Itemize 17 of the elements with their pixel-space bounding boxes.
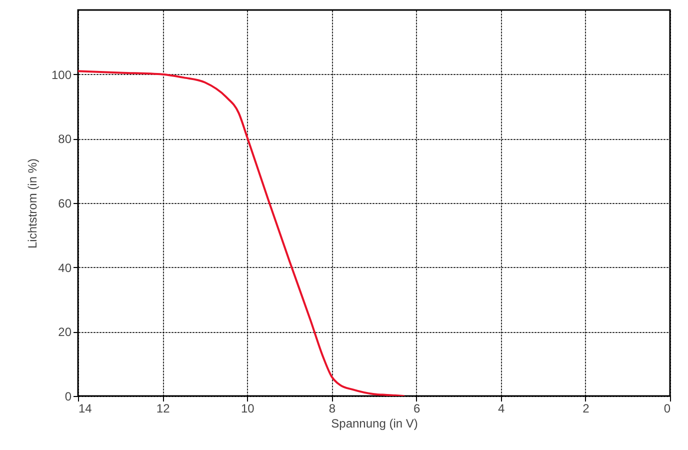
y-tick-label: 100 (51, 68, 72, 82)
x-tick-label: 6 (413, 402, 420, 416)
y-tick-label: 20 (58, 325, 72, 340)
x-axis-title: Spannung (in V) (331, 416, 418, 430)
x-tick-label: 12 (156, 402, 170, 416)
y-tick-label: 60 (58, 196, 72, 210)
x-tick-label: 2 (582, 402, 590, 416)
y-tick-label: 80 (58, 132, 72, 146)
x-tick-label: 14 (78, 402, 92, 416)
x-tick-label: 0 (664, 402, 671, 416)
y-tick-label: 40 (58, 260, 72, 275)
y-tick-label: 0 (64, 390, 72, 404)
y-axis-title: Lichtstrom (in %) (25, 158, 40, 249)
x-tick-label: 8 (328, 402, 336, 416)
line-series (78, 70, 405, 396)
x-tick-label: 10 (240, 402, 255, 416)
x-tick-label: 4 (498, 402, 506, 416)
